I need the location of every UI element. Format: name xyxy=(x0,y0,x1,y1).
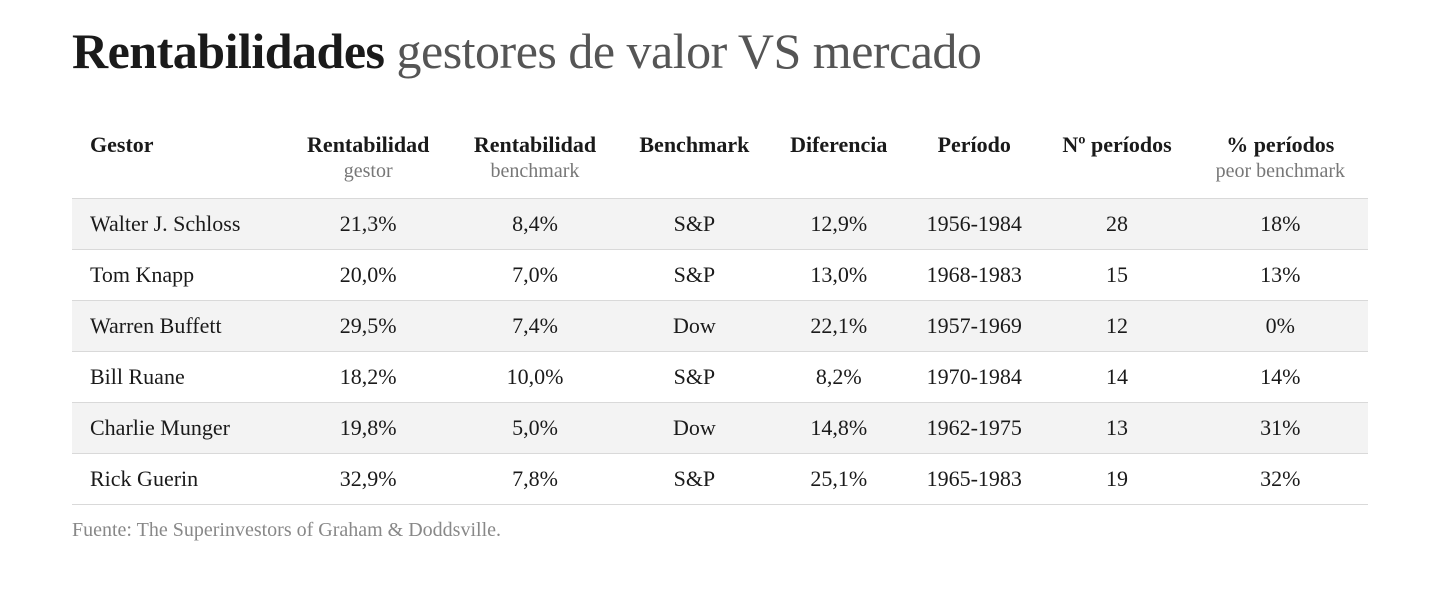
cell-pct-periodos: 13% xyxy=(1193,249,1368,300)
table-row: Warren Buffett 29,5% 7,4% Dow 22,1% 1957… xyxy=(72,300,1368,351)
cell-rent-benchmark: 7,4% xyxy=(452,300,619,351)
cell-periodo: 1956-1984 xyxy=(907,198,1041,249)
cell-rent-benchmark: 5,0% xyxy=(452,402,619,453)
table-row: Walter J. Schloss 21,3% 8,4% S&P 12,9% 1… xyxy=(72,198,1368,249)
col-main: Rentabilidad xyxy=(474,132,596,157)
cell-periodo: 1957-1969 xyxy=(907,300,1041,351)
returns-table: Gestor Rentabilidad gestor Rentabilidad … xyxy=(72,121,1368,505)
cell-num-periodos: 15 xyxy=(1041,249,1192,300)
cell-gestor: Charlie Munger xyxy=(72,402,285,453)
table-row: Charlie Munger 19,8% 5,0% Dow 14,8% 1962… xyxy=(72,402,1368,453)
cell-num-periodos: 19 xyxy=(1041,453,1192,504)
col-main: Gestor xyxy=(90,132,154,157)
cell-benchmark: Dow xyxy=(618,402,770,453)
cell-num-periodos: 13 xyxy=(1041,402,1192,453)
cell-periodo: 1968-1983 xyxy=(907,249,1041,300)
cell-benchmark: Dow xyxy=(618,300,770,351)
cell-num-periodos: 14 xyxy=(1041,351,1192,402)
col-sub: gestor xyxy=(293,159,444,184)
cell-pct-periodos: 14% xyxy=(1193,351,1368,402)
cell-pct-periodos: 31% xyxy=(1193,402,1368,453)
cell-rent-gestor: 32,9% xyxy=(285,453,452,504)
cell-gestor: Tom Knapp xyxy=(72,249,285,300)
cell-rent-gestor: 18,2% xyxy=(285,351,452,402)
table-row: Bill Ruane 18,2% 10,0% S&P 8,2% 1970-198… xyxy=(72,351,1368,402)
page-title: Rentabilidades gestores de valor VS merc… xyxy=(72,24,1368,79)
cell-rent-benchmark: 8,4% xyxy=(452,198,619,249)
col-main: Período xyxy=(938,132,1011,157)
table-row: Rick Guerin 32,9% 7,8% S&P 25,1% 1965-19… xyxy=(72,453,1368,504)
col-diferencia: Diferencia xyxy=(770,121,907,198)
col-sub: peor benchmark xyxy=(1201,159,1360,184)
cell-pct-periodos: 0% xyxy=(1193,300,1368,351)
col-periodo: Período xyxy=(907,121,1041,198)
source-note: Fuente: The Superinvestors of Graham & D… xyxy=(72,519,1368,542)
title-bold: Rentabilidades xyxy=(72,23,385,79)
cell-diferencia: 22,1% xyxy=(770,300,907,351)
col-benchmark: Benchmark xyxy=(618,121,770,198)
table-body: Walter J. Schloss 21,3% 8,4% S&P 12,9% 1… xyxy=(72,198,1368,504)
cell-benchmark: S&P xyxy=(618,249,770,300)
col-main: Nº períodos xyxy=(1062,132,1171,157)
col-num-periodos: Nº períodos xyxy=(1041,121,1192,198)
cell-rent-benchmark: 7,0% xyxy=(452,249,619,300)
cell-benchmark: S&P xyxy=(618,453,770,504)
col-sub: benchmark xyxy=(460,159,611,184)
cell-diferencia: 14,8% xyxy=(770,402,907,453)
table-header-row: Gestor Rentabilidad gestor Rentabilidad … xyxy=(72,121,1368,198)
cell-gestor: Bill Ruane xyxy=(72,351,285,402)
col-rent-benchmark: Rentabilidad benchmark xyxy=(452,121,619,198)
cell-rent-gestor: 21,3% xyxy=(285,198,452,249)
cell-periodo: 1962-1975 xyxy=(907,402,1041,453)
col-main: Benchmark xyxy=(639,132,749,157)
col-rent-gestor: Rentabilidad gestor xyxy=(285,121,452,198)
cell-diferencia: 25,1% xyxy=(770,453,907,504)
title-light: gestores de valor VS mercado xyxy=(397,23,982,79)
cell-num-periodos: 12 xyxy=(1041,300,1192,351)
cell-num-periodos: 28 xyxy=(1041,198,1192,249)
cell-rent-benchmark: 10,0% xyxy=(452,351,619,402)
cell-gestor: Walter J. Schloss xyxy=(72,198,285,249)
cell-pct-periodos: 32% xyxy=(1193,453,1368,504)
col-main: Diferencia xyxy=(790,132,887,157)
cell-diferencia: 8,2% xyxy=(770,351,907,402)
col-gestor: Gestor xyxy=(72,121,285,198)
cell-periodo: 1965-1983 xyxy=(907,453,1041,504)
cell-rent-gestor: 29,5% xyxy=(285,300,452,351)
cell-pct-periodos: 18% xyxy=(1193,198,1368,249)
cell-diferencia: 12,9% xyxy=(770,198,907,249)
cell-diferencia: 13,0% xyxy=(770,249,907,300)
cell-gestor: Warren Buffett xyxy=(72,300,285,351)
cell-gestor: Rick Guerin xyxy=(72,453,285,504)
cell-rent-benchmark: 7,8% xyxy=(452,453,619,504)
cell-periodo: 1970-1984 xyxy=(907,351,1041,402)
cell-rent-gestor: 19,8% xyxy=(285,402,452,453)
cell-benchmark: S&P xyxy=(618,351,770,402)
table-row: Tom Knapp 20,0% 7,0% S&P 13,0% 1968-1983… xyxy=(72,249,1368,300)
cell-rent-gestor: 20,0% xyxy=(285,249,452,300)
cell-benchmark: S&P xyxy=(618,198,770,249)
col-pct-periodos: % períodos peor benchmark xyxy=(1193,121,1368,198)
col-main: Rentabilidad xyxy=(307,132,429,157)
col-main: % períodos xyxy=(1226,132,1334,157)
